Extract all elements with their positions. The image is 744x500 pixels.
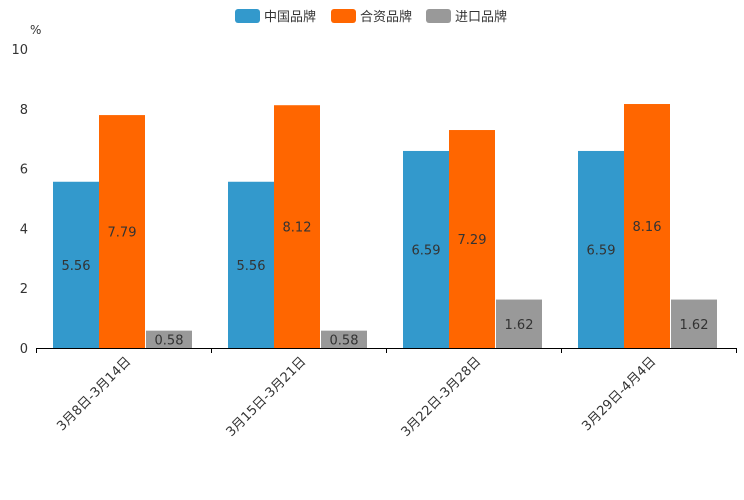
- bar: [53, 181, 99, 348]
- bar-value-label: 8.16: [633, 220, 662, 235]
- y-tick-label: 10: [11, 43, 28, 58]
- bar-value-label: 0.58: [155, 333, 184, 348]
- legend: 中国品牌 合资品牌 进口品牌: [235, 9, 507, 25]
- bar: [403, 150, 449, 348]
- bar: [99, 115, 145, 348]
- bar: [321, 330, 367, 348]
- x-tick-label: 3月22日-3月28日: [399, 354, 485, 440]
- legend-swatch: [235, 9, 260, 23]
- bar-value-label: 0.58: [330, 333, 359, 348]
- bar-value-label: 6.59: [412, 243, 441, 258]
- x-tick-label: 3月15日-3月21日: [224, 354, 310, 440]
- bar-value-label: 1.62: [680, 318, 709, 333]
- y-tick-label: 0: [20, 342, 28, 357]
- y-axis-unit-label: %: [30, 23, 41, 37]
- bar-value-label: 8.12: [283, 221, 312, 236]
- bar-value-label: 1.62: [505, 318, 534, 333]
- legend-label: 中国品牌: [264, 9, 316, 25]
- y-tick-label: 8: [20, 103, 28, 118]
- legend-swatch: [426, 9, 451, 23]
- legend-label: 进口品牌: [455, 9, 507, 25]
- bar: [624, 104, 670, 349]
- bar: [578, 150, 624, 348]
- legend-label: 合资品牌: [360, 9, 412, 25]
- y-axis: 0 2 4 6 8 10: [11, 43, 28, 357]
- x-axis: 3月8日-3月14日 3月15日-3月21日 3月22日-3月28日 3月29日-4月…: [36, 348, 737, 440]
- y-tick-label: 4: [20, 222, 28, 237]
- y-tick-label: 2: [20, 282, 28, 297]
- y-tick-label: 6: [20, 163, 28, 178]
- bars: 5.56 7.79 0.58 5.56 8.12 0.58 6.59 7.29 1.62 6.59…: [53, 104, 717, 348]
- bar-value-label: 5.56: [237, 259, 266, 274]
- x-tick-label: 3月8日-3月14日: [54, 354, 134, 434]
- bar: [146, 330, 192, 348]
- bar-value-label: 7.29: [458, 233, 487, 248]
- bar: [449, 130, 495, 348]
- bar: [496, 299, 542, 348]
- legend-swatch: [331, 9, 356, 23]
- x-tick-label: 3月29日-4月4日: [579, 354, 659, 434]
- bar: [274, 105, 320, 348]
- bar-value-label: 6.59: [587, 243, 616, 258]
- bar-value-label: 5.56: [62, 259, 91, 274]
- bar: [228, 181, 274, 348]
- bar-value-label: 7.79: [108, 226, 137, 241]
- bar: [671, 299, 717, 348]
